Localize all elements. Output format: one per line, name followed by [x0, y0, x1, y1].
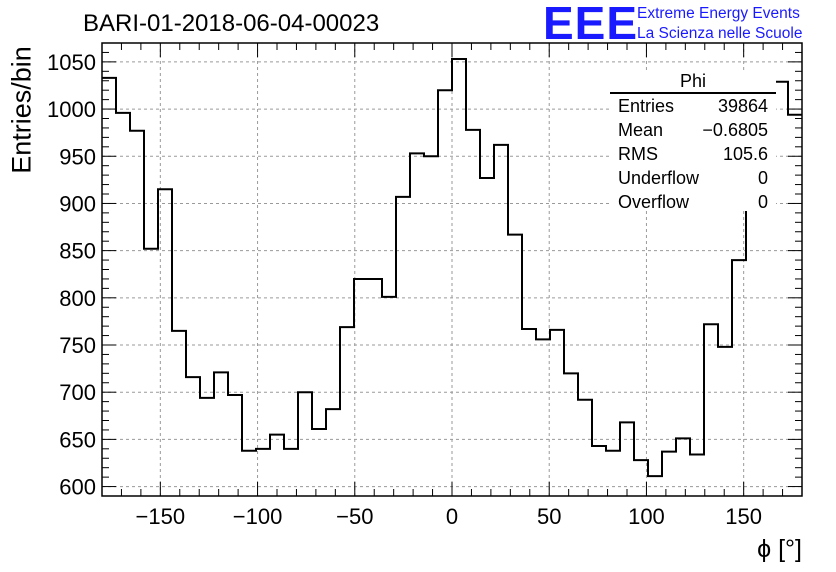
histogram-bin [256, 449, 270, 496]
x-tick-label: −150 [136, 504, 186, 529]
histogram-bin [592, 446, 606, 496]
y-tick-label: 900 [59, 191, 96, 216]
y-tick-label: 1050 [47, 50, 96, 75]
x-tick-label: 0 [446, 504, 458, 529]
y-tick-label: 1000 [47, 97, 96, 122]
stats-value: 39864 [717, 96, 768, 116]
stats-label: Entries [618, 96, 675, 116]
histogram-bin [550, 330, 564, 496]
stats-value: −0.6805 [702, 120, 768, 140]
x-tick-label: 150 [725, 504, 762, 529]
stats-row-overflow: Overflow 0 [610, 190, 776, 214]
histogram-bin [340, 327, 354, 496]
histogram-bin [298, 392, 312, 496]
histogram-bin [578, 400, 592, 496]
histogram-bin [452, 59, 466, 496]
histogram-bin [718, 347, 732, 496]
stats-box: Phi Entries 39864 Mean −0.6805 RMS 105.6… [610, 71, 776, 214]
chart-title: BARI-01-2018-06-04-00023 [83, 10, 380, 37]
histogram-bin [606, 451, 620, 496]
stats-header: Phi [610, 71, 776, 94]
y-tick-label: 800 [59, 286, 96, 311]
histogram-bin [704, 324, 718, 496]
histogram-bin [564, 373, 578, 496]
eee-logo: EEE [543, 0, 639, 49]
histogram-bin [620, 422, 634, 496]
y-tick-label: 750 [59, 333, 96, 358]
x-tick-label: 100 [628, 504, 665, 529]
y-tick-labels: 600 650 700 750 800 850 900 950 1000 1050 [47, 50, 96, 500]
histogram-bin [186, 377, 200, 496]
stats-value: 0 [757, 168, 768, 188]
logo-line-1: Extreme Energy Events [637, 5, 800, 22]
x-tick-label: −50 [336, 504, 373, 529]
y-tick-label: 650 [59, 427, 96, 452]
histogram-bin [382, 297, 396, 496]
histogram-bin [522, 329, 536, 496]
stats-label: Overflow [618, 192, 690, 212]
histogram-bin [508, 235, 522, 496]
histogram-bin [172, 331, 186, 496]
histogram-bin [480, 178, 494, 496]
stats-value: 0 [757, 192, 768, 212]
logo-line-2: La Scienza nelle Scuole [637, 25, 803, 42]
y-tick-label: 600 [59, 475, 96, 500]
histogram-line [102, 58, 802, 478]
histogram-bin [774, 82, 788, 496]
eee-logo-text: Extreme Energy Events La Scienza nelle S… [637, 4, 802, 44]
histogram-bin [424, 156, 438, 496]
histogram-bin [270, 435, 284, 496]
stats-label: Underflow [618, 168, 700, 188]
histogram-bin [732, 260, 746, 496]
stats-label: RMS [618, 144, 658, 164]
histogram-bin [634, 460, 648, 496]
histogram-bin [158, 189, 172, 496]
histogram-bin [214, 372, 228, 496]
stats-row-entries: Entries 39864 [610, 94, 776, 118]
y-tick-label: 950 [59, 144, 96, 169]
histogram-bin [438, 90, 452, 496]
stats-value: 105.6 [722, 144, 768, 164]
histogram-bin [410, 153, 424, 496]
y-tick-label: 850 [59, 239, 96, 264]
y-tick-label: 700 [59, 380, 96, 405]
axes [101, 42, 803, 497]
y-axis-label: Entries/bin [6, 46, 37, 174]
histogram-bin [690, 454, 704, 496]
x-tick-label: −100 [233, 504, 283, 529]
grid-lines [102, 43, 802, 496]
histogram-bin [228, 395, 242, 496]
histogram-bin [144, 249, 158, 496]
histogram-bin [662, 452, 676, 496]
histogram-bin [368, 279, 382, 496]
x-tick-label: 50 [537, 504, 561, 529]
histogram-bin [200, 398, 214, 496]
histogram-bin [130, 131, 144, 496]
histogram-bin [788, 115, 802, 496]
stats-row-rms: RMS 105.6 [610, 142, 776, 166]
histogram-bin [466, 130, 480, 496]
histogram-bin [676, 438, 690, 496]
x-axis-label: ϕ [°] [757, 535, 802, 563]
histogram-bin [536, 339, 550, 496]
stats-row-mean: Mean −0.6805 [610, 118, 776, 142]
histogram-bin [284, 449, 298, 496]
histogram-bin [354, 279, 368, 496]
stats-label: Mean [618, 120, 664, 140]
histogram-bin [102, 78, 116, 496]
x-tick-labels: −150 −100 −50 0 50 100 150 [136, 504, 762, 529]
histogram-bin [648, 476, 662, 496]
histogram-series [102, 58, 802, 496]
histogram-bin [396, 197, 410, 496]
histogram-bin [116, 113, 130, 496]
histogram-bin [494, 145, 508, 496]
stats-row-underflow: Underflow 0 [610, 166, 776, 190]
histogram-bin [312, 429, 326, 496]
histogram-bin [242, 451, 256, 496]
histogram-bin [746, 191, 760, 496]
histogram-bin [326, 409, 340, 496]
